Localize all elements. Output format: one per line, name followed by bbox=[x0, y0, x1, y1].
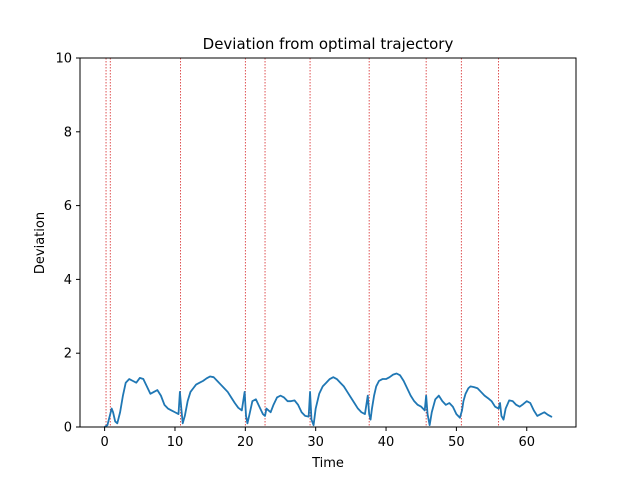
x-tick-label: 0 bbox=[100, 435, 108, 450]
x-tick-label: 60 bbox=[518, 435, 535, 450]
x-axis-label: Time bbox=[311, 456, 344, 471]
plot-frame bbox=[79, 57, 577, 428]
x-tick-label: 40 bbox=[378, 435, 395, 450]
x-tick-label: 50 bbox=[448, 435, 465, 450]
y-tick-label: 0 bbox=[64, 421, 72, 436]
chart-title: Deviation from optimal trajectory bbox=[203, 35, 454, 53]
series-line bbox=[103, 372, 553, 428]
y-tick-label: 4 bbox=[64, 273, 72, 288]
y-tick-label: 6 bbox=[64, 199, 72, 214]
event-marker-lines bbox=[105, 58, 500, 427]
y-tick-label: 2 bbox=[64, 347, 72, 362]
x-tick-label: 10 bbox=[167, 435, 184, 450]
series-layer bbox=[103, 372, 553, 428]
x-tick-label: 30 bbox=[307, 435, 324, 450]
x-axis-ticks: 0 10 20 30 40 50 60 bbox=[100, 427, 535, 450]
y-axis-label: Deviation bbox=[33, 212, 48, 274]
y-tick-label: 10 bbox=[55, 52, 72, 67]
y-axis-ticks: 0 2 4 6 8 10 bbox=[55, 52, 80, 436]
x-tick-label: 20 bbox=[237, 435, 254, 450]
y-tick-label: 8 bbox=[64, 125, 72, 140]
